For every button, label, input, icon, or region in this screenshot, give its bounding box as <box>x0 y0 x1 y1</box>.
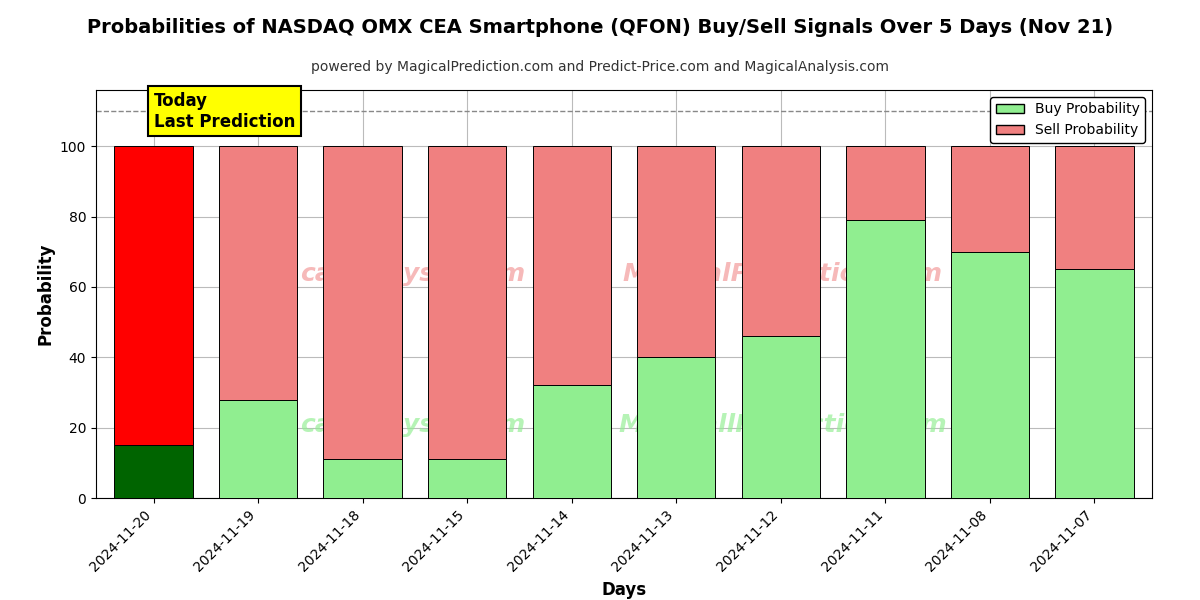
Text: Today
Last Prediction: Today Last Prediction <box>154 92 295 131</box>
Bar <box>846 220 924 498</box>
Y-axis label: Probability: Probability <box>36 243 54 345</box>
Bar <box>114 146 193 445</box>
Text: MagicallPrediction.com: MagicallPrediction.com <box>618 413 947 437</box>
Bar <box>637 358 715 498</box>
Bar <box>114 445 193 498</box>
Bar <box>950 146 1030 252</box>
Text: MagicalPrediction.com: MagicalPrediction.com <box>623 262 942 286</box>
Bar <box>428 460 506 498</box>
Text: powered by MagicalPrediction.com and Predict-Price.com and MagicalAnalysis.com: powered by MagicalPrediction.com and Pre… <box>311 60 889 74</box>
Legend: Buy Probability, Sell Probability: Buy Probability, Sell Probability <box>990 97 1145 143</box>
Bar <box>846 146 924 220</box>
Bar <box>218 400 298 498</box>
Bar <box>742 336 820 498</box>
Text: Probabilities of NASDAQ OMX CEA Smartphone (QFON) Buy/Sell Signals Over 5 Days (: Probabilities of NASDAQ OMX CEA Smartpho… <box>86 18 1114 37</box>
Text: calAnalysis.com: calAnalysis.com <box>300 262 526 286</box>
Bar <box>324 460 402 498</box>
X-axis label: Days: Days <box>601 581 647 599</box>
Bar <box>533 146 611 385</box>
Bar <box>637 146 715 358</box>
Bar <box>1055 146 1134 269</box>
Bar <box>533 385 611 498</box>
Bar <box>324 146 402 460</box>
Bar <box>950 252 1030 498</box>
Bar <box>218 146 298 400</box>
Bar <box>1055 269 1134 498</box>
Text: calAnalysis.com: calAnalysis.com <box>300 413 526 437</box>
Bar <box>428 146 506 460</box>
Bar <box>742 146 820 336</box>
